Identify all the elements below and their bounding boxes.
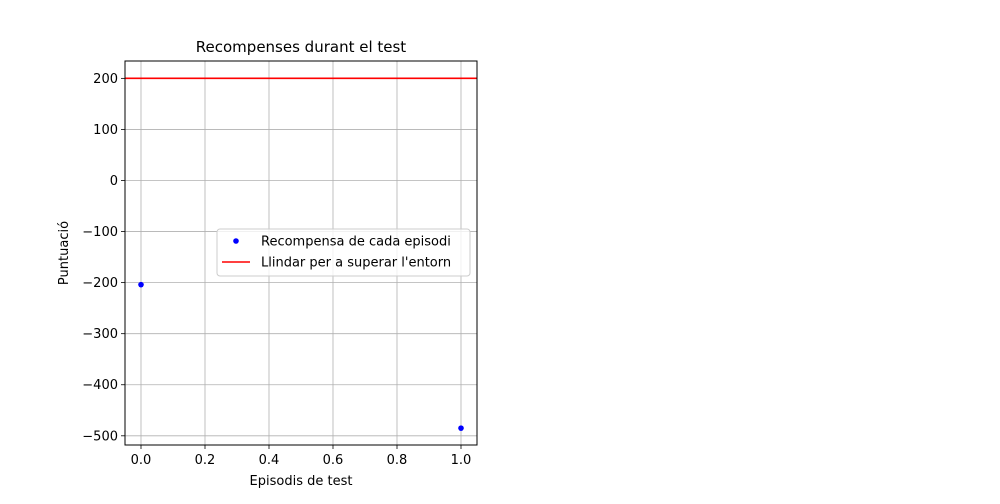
y-tick-label: −100 (82, 225, 118, 240)
x-tick-label: 0.2 (195, 453, 216, 468)
x-tick-label: 0.0 (131, 453, 152, 468)
y-tick-label: −200 (82, 276, 118, 291)
x-tick-label: 1.0 (451, 453, 472, 468)
x-tick-label: 0.6 (323, 453, 344, 468)
x-axis-title: Episodis de test (250, 474, 353, 489)
y-tick-label: 0 (110, 174, 118, 189)
y-tick-label: 200 (93, 72, 118, 87)
legend-label-line: Llindar per a superar l'entorn (261, 256, 451, 271)
y-tick-label: −300 (82, 327, 118, 342)
legend-marker-points (233, 238, 239, 244)
plot-frame (124, 60, 478, 446)
x-tick-label: 0.8 (387, 453, 408, 468)
x-tick-label: 0.4 (259, 453, 280, 468)
data-point (458, 425, 464, 431)
y-tick-label: −400 (82, 378, 118, 393)
legend-box (216, 228, 471, 277)
y-tick-label: −500 (82, 429, 118, 444)
chart-title: Recompenses durant el test (196, 38, 407, 56)
data-point (138, 281, 144, 288)
legend-label-points: Recompensa de cada episodi (261, 235, 451, 250)
y-axis-title: Puntuació (57, 221, 72, 285)
plot-data (125, 77, 477, 431)
axis-ticks: 0.0 0.2 0.4 0.6 0.8 1.0 200 100 0 −100 −200 −300 −40… (82, 72, 471, 468)
y-tick-label: 100 (93, 123, 118, 138)
legend: Recompensa de cada episodi Llindar per a… (216, 228, 471, 277)
